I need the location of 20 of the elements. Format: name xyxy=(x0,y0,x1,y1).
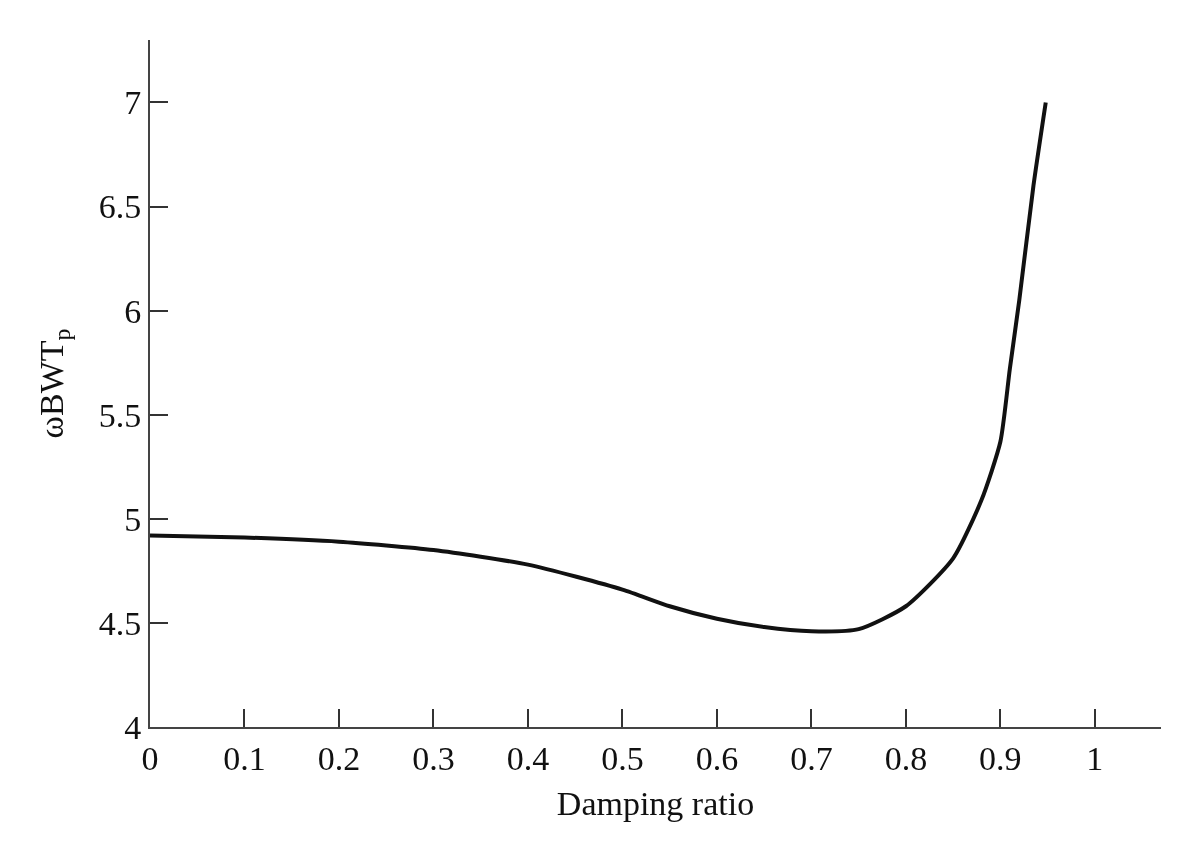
x-tick-label: 0.9 xyxy=(979,739,1022,777)
y-tick-label: 6 xyxy=(124,292,142,330)
x-tick-label: 0.8 xyxy=(884,739,928,777)
x-tick-label: 0.2 xyxy=(317,739,361,777)
x-tick-label: 1 xyxy=(1086,739,1104,777)
y-tick-label: 4.5 xyxy=(98,604,142,642)
x-tick-label: 0.4 xyxy=(506,739,550,777)
x-tick-label: 0 xyxy=(141,739,159,777)
y-tick-label: 7 xyxy=(124,84,142,122)
x-tick-label: 0.6 xyxy=(695,739,739,777)
y-tick-label: 6.5 xyxy=(98,188,142,226)
x-tick-label: 0.1 xyxy=(223,739,266,777)
line-series xyxy=(150,100,1048,634)
y-tick-label: 4 xyxy=(124,708,142,746)
x-tick-label: 0.5 xyxy=(601,739,644,777)
y-tick-label: 5 xyxy=(124,500,142,538)
y-tick-label: 5.5 xyxy=(98,396,142,434)
x-tick-label: 0.7 xyxy=(790,739,833,777)
x-tick-label: 0.3 xyxy=(412,739,455,777)
x-axis-title: Damping ratio xyxy=(556,784,755,822)
